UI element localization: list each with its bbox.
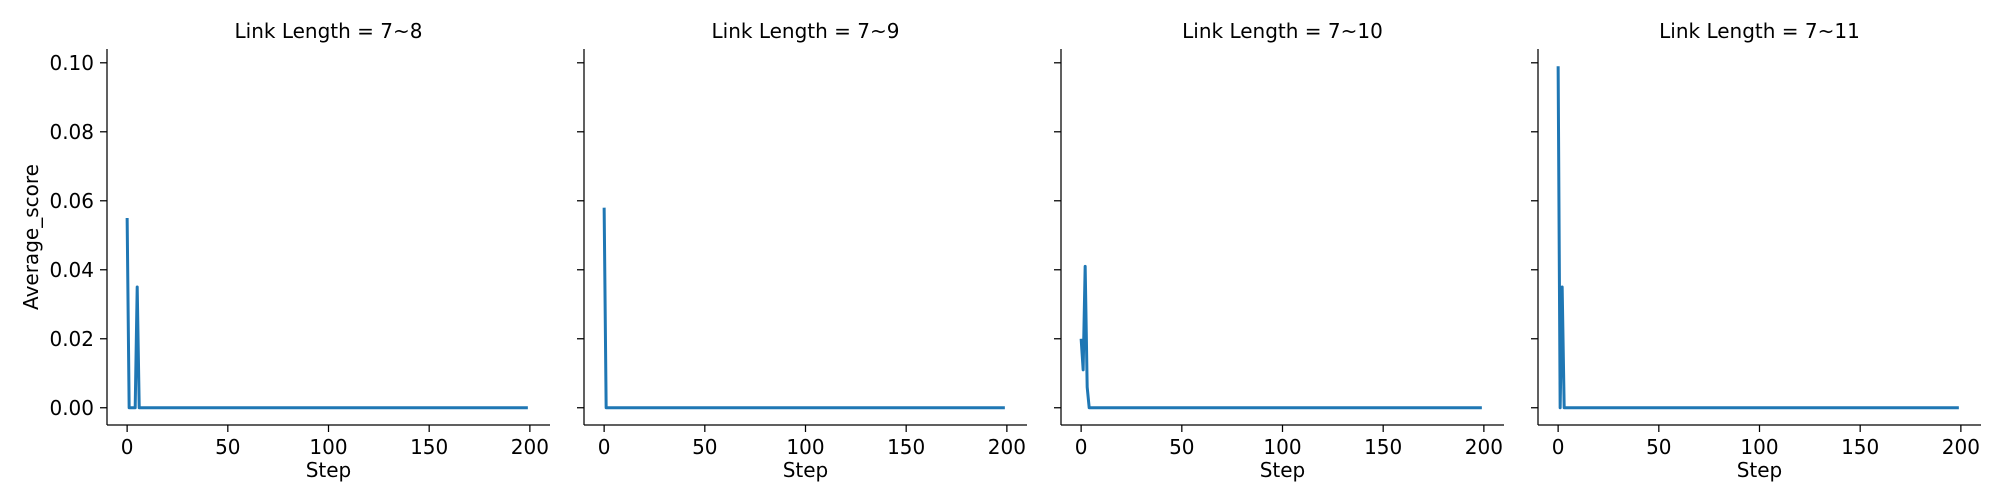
panel-4: Link Length = 7~11 0 50 100 150 200 Step xyxy=(1531,19,1981,482)
x-tick-label: 100 xyxy=(1263,435,1301,459)
series-line xyxy=(125,218,528,410)
x-tick-label: 200 xyxy=(1465,435,1503,459)
y-tick-label: 0.08 xyxy=(49,120,94,144)
panel-title: Link Length = 7~11 xyxy=(1659,19,1860,43)
x-axis-label: Step xyxy=(783,458,829,482)
x-tick-label: 0 xyxy=(121,435,134,459)
y-tick-label: 0.02 xyxy=(49,327,94,351)
x-tick-label: 50 xyxy=(1169,435,1194,459)
x-axis-label: Step xyxy=(1260,458,1306,482)
y-axis-label: Average_score xyxy=(19,164,43,310)
x-tick-label: 200 xyxy=(1942,435,1980,459)
panel-title: Link Length = 7~9 xyxy=(712,19,900,43)
panel-title: Link Length = 7~8 xyxy=(235,19,423,43)
panel-1: Link Length = 7~8 0.00 0.02 0.04 0.06 0.08 0.1… xyxy=(19,19,550,482)
y-tick-label: 0.10 xyxy=(49,51,94,75)
x-tick-label: 150 xyxy=(1364,435,1402,459)
panel-2: Link Length = 7~9 0 50 100 150 200 Step xyxy=(577,19,1027,482)
x-tick-label: 100 xyxy=(1740,435,1778,459)
x-axis-label: Step xyxy=(1737,458,1783,482)
series-line xyxy=(1079,264,1482,410)
x-tick-label: 0 xyxy=(598,435,611,459)
panels-group: Link Length = 7~8 0.00 0.02 0.04 0.06 0.08 0.1… xyxy=(19,19,1981,482)
x-tick-label: 50 xyxy=(692,435,717,459)
x-tick-label: 50 xyxy=(1646,435,1671,459)
x-tick-label: 0 xyxy=(1075,435,1088,459)
x-tick-label: 100 xyxy=(786,435,824,459)
x-tick-label: 0 xyxy=(1552,435,1565,459)
x-axis-label: Step xyxy=(306,458,352,482)
x-tick-label: 200 xyxy=(511,435,549,459)
panel-3: Link Length = 7~10 0 50 100 150 200 Step xyxy=(1054,19,1504,482)
y-tick-label: 0.06 xyxy=(49,189,94,213)
x-tick-label: 50 xyxy=(215,435,240,459)
y-tick-label: 0.04 xyxy=(49,258,94,282)
x-tick-label: 100 xyxy=(309,435,347,459)
x-tick-label: 150 xyxy=(887,435,925,459)
x-tick-label: 150 xyxy=(1841,435,1879,459)
x-tick-label: 150 xyxy=(410,435,448,459)
x-tick-label: 200 xyxy=(988,435,1026,459)
y-tick-label: 0.00 xyxy=(49,396,94,420)
panel-title: Link Length = 7~10 xyxy=(1182,19,1383,43)
series-line xyxy=(1556,66,1959,410)
series-line xyxy=(602,207,1005,410)
